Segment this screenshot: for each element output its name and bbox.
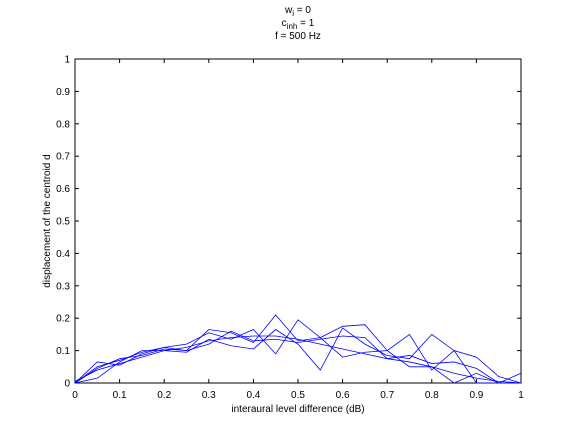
y-axis-label: displacement of the centroid d (42, 154, 53, 287)
y-tick-label: 1 (64, 55, 70, 66)
title-line-0: wi = 0 (284, 5, 311, 18)
x-tick-label: 0.7 (380, 390, 394, 401)
title-line-1: cinh = 1 (282, 18, 315, 31)
series-line-4 (74, 327, 522, 384)
y-tick-label: 0.2 (56, 314, 70, 325)
x-tick-label: 0.1 (113, 390, 127, 401)
title-line-2: f = 500 Hz (275, 31, 321, 42)
series-lines (74, 314, 522, 384)
y-tick-label: 0.9 (56, 87, 70, 98)
y-tick-label: 0.8 (56, 119, 70, 130)
x-tick-label: 0.5 (291, 390, 305, 401)
x-tick-label: 0.6 (336, 390, 350, 401)
series-line-5 (74, 330, 521, 384)
y-tick-label: 0.6 (56, 184, 70, 195)
y-tick-label: 0.7 (56, 152, 70, 163)
x-tick-label: 1 (518, 390, 524, 401)
series-line-1 (74, 335, 522, 384)
x-tick-label: 0.3 (202, 390, 216, 401)
series-line-2 (74, 314, 522, 384)
x-tick-label: 0.9 (469, 390, 483, 401)
x-tick-label: 0.4 (246, 390, 260, 401)
y-axis-ticks: 0 0.1 0.2 0.3 0.4 0.5 0.6 0.7 0.8 0.9 1 (56, 55, 521, 390)
x-tick-label: 0.2 (157, 390, 171, 401)
x-axis-ticks: 0 0.1 0.2 0.3 0.4 0.5 0.6 0.7 0.8 0.9 1 (72, 59, 524, 401)
y-tick-label: 0.4 (56, 249, 70, 260)
y-tick-label: 0 (64, 379, 70, 390)
x-axis-label: interaural level difference (dB) (231, 404, 364, 415)
y-tick-label: 0.1 (56, 346, 70, 357)
x-tick-label: 0 (72, 390, 78, 401)
x-tick-label: 0.8 (425, 390, 439, 401)
plot-area-frame (74, 58, 522, 384)
y-tick-label: 0.5 (56, 217, 70, 228)
y-tick-label: 0.3 (56, 281, 70, 292)
